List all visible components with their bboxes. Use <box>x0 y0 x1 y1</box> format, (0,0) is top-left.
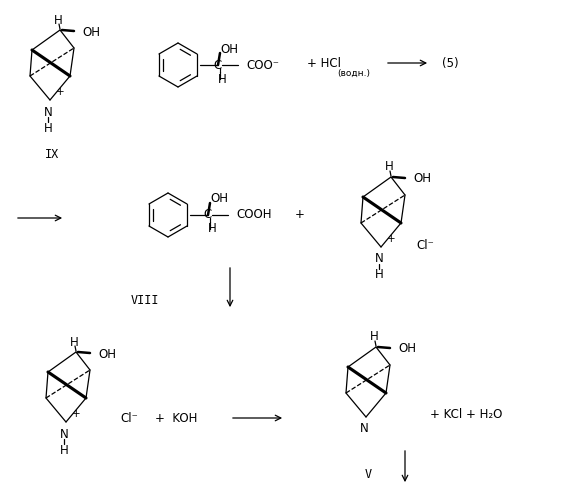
Text: H: H <box>369 330 379 343</box>
Text: +: + <box>72 409 81 419</box>
Text: IX: IX <box>45 149 59 162</box>
Text: H: H <box>218 72 226 85</box>
Text: H: H <box>385 161 393 174</box>
Text: H: H <box>54 13 62 26</box>
Text: OH: OH <box>413 173 431 186</box>
Text: Cl⁻: Cl⁻ <box>416 239 434 251</box>
Text: + KCl + H₂O: + KCl + H₂O <box>430 409 502 422</box>
Text: OH: OH <box>220 42 238 55</box>
Text: + HCl: + HCl <box>307 56 341 69</box>
Text: +: + <box>56 87 65 97</box>
Text: C: C <box>204 209 212 222</box>
Text: H: H <box>208 223 216 236</box>
Text: V: V <box>364 469 372 482</box>
Text: H: H <box>43 121 53 135</box>
Text: OH: OH <box>210 193 228 206</box>
Text: N: N <box>43 105 53 118</box>
Text: +  KOH: + KOH <box>155 412 198 425</box>
Text: +: + <box>387 234 395 244</box>
Text: H: H <box>59 444 69 457</box>
Text: N: N <box>59 428 69 441</box>
Text: OH: OH <box>82 25 100 38</box>
Text: N: N <box>360 423 368 436</box>
Text: (5): (5) <box>442 56 459 69</box>
Text: OH: OH <box>398 342 416 355</box>
Text: H: H <box>375 268 383 281</box>
Text: C: C <box>214 58 222 71</box>
Text: COO⁻: COO⁻ <box>246 58 279 71</box>
Text: VIII: VIII <box>131 293 159 306</box>
Text: N: N <box>375 252 383 265</box>
Text: H: H <box>70 335 78 348</box>
Text: +: + <box>295 209 305 222</box>
Text: Cl⁻: Cl⁻ <box>120 412 138 425</box>
Text: COOH: COOH <box>236 209 271 222</box>
Text: (водн.): (водн.) <box>337 68 370 77</box>
Text: OH: OH <box>98 347 116 360</box>
